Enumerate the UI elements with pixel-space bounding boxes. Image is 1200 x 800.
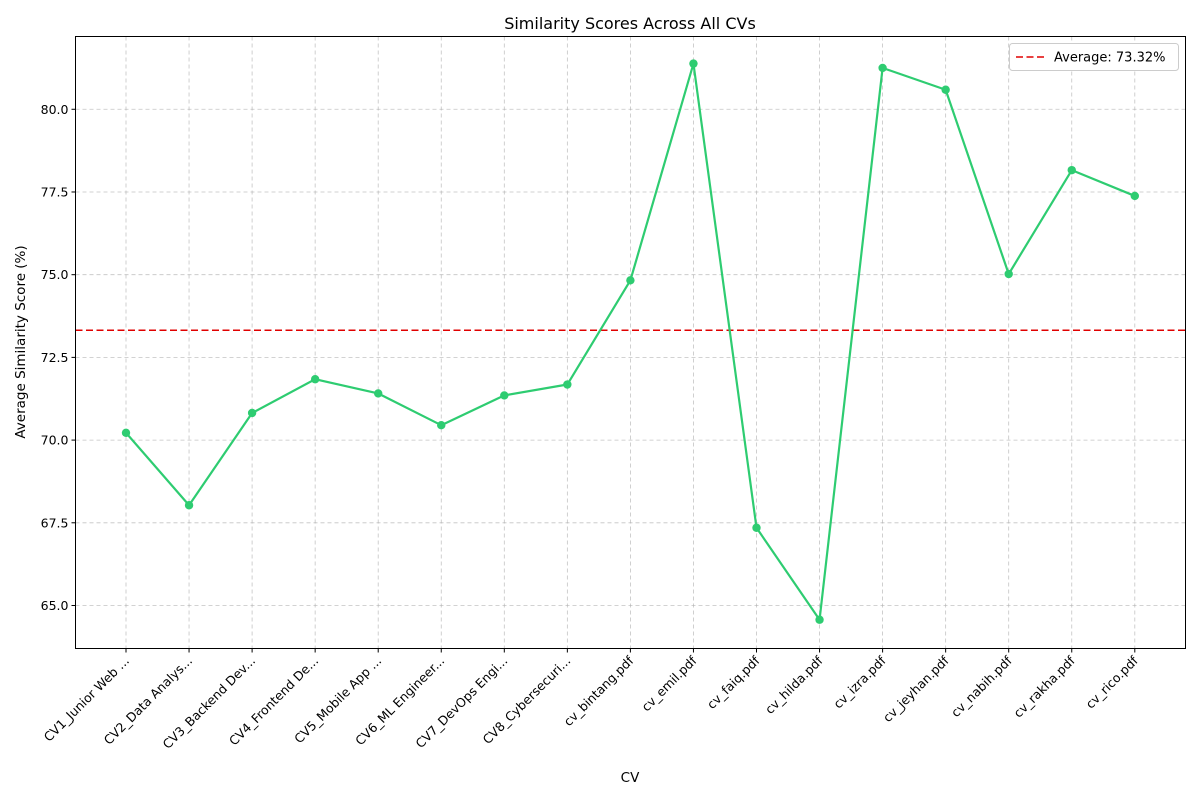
data-point [1004,269,1013,279]
data-point [563,380,572,389]
y-tick-label: 65.0 [41,598,69,613]
data-point [1130,191,1140,201]
y-gridlines [75,108,1186,606]
data-point [815,615,824,624]
y-tick-label: 75.0 [41,267,69,282]
data-point [500,391,509,400]
x-axis-title: CV [621,770,640,786]
data-points [121,59,1140,624]
y-tick-label: 70.0 [41,433,69,448]
data-point [1067,165,1076,175]
data-point [878,63,887,73]
data-point [437,421,446,430]
y-tick-label: 67.5 [41,515,69,530]
legend-box [1009,43,1179,71]
legend: Average: 73.32% [1009,43,1179,71]
data-point [310,375,320,384]
y-tick-label: 72.5 [41,350,69,365]
y-axis-ticks: 65.0 67.5 70.0 72.5 75.0 77.5 80.0 [41,102,76,613]
data-point [374,389,383,398]
y-tick-label: 77.5 [41,184,69,199]
data-point [121,428,131,438]
y-tick-label: 80.0 [41,102,69,117]
data-point [941,85,950,94]
data-point [247,408,257,418]
x-gridlines [125,36,1136,649]
data-point [689,59,698,68]
legend-average-label: Average: 73.32% [1054,51,1165,66]
y-axis-title: Average Similarity Score (%) [13,245,29,438]
chart-title: Similarity Scores Across All CVs [504,14,756,33]
data-point [184,501,194,510]
data-point [626,276,635,285]
data-point [752,523,761,532]
